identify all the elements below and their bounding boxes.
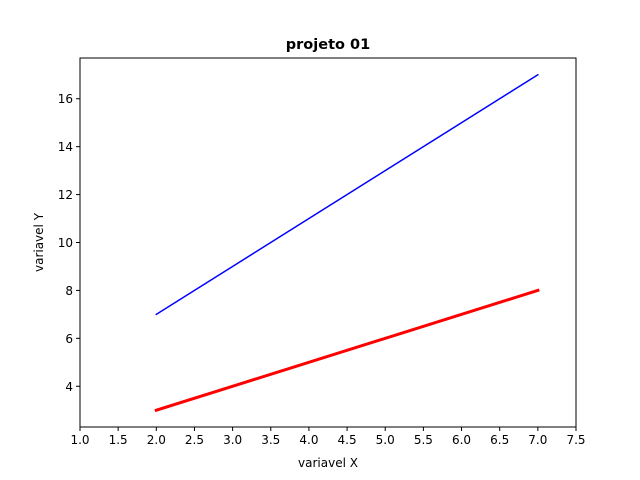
- x-tick-label: 5.0: [376, 433, 395, 447]
- series-layer: [154, 73, 540, 413]
- series-line-2: [154, 288, 540, 413]
- x-tick-label: 7.0: [528, 433, 547, 447]
- x-tick-label: 3.5: [261, 433, 280, 447]
- x-tick-label: 7.5: [566, 433, 585, 447]
- x-tick-label: 6.5: [490, 433, 509, 447]
- y-tick-label: 6: [65, 332, 73, 346]
- series-line-1: [155, 73, 539, 316]
- y-tick-label: 4: [65, 380, 73, 394]
- y-tick-label: 14: [58, 140, 73, 154]
- x-axis-ticks: 1.0 1.5 2.0 2.5 3.0 3.5 4.0 4.5 5.0 5.5 6.0 6.5 7.0 7…: [70, 427, 586, 447]
- x-tick-label: 3.0: [223, 433, 242, 447]
- y-axis-ticks: 4 6 8 10 12 14 16: [58, 92, 80, 394]
- x-axis-label: variavel X: [298, 456, 358, 470]
- x-tick-label: 5.5: [414, 433, 433, 447]
- x-tick-label: 6.0: [452, 433, 471, 447]
- y-tick-label: 8: [65, 284, 73, 298]
- y-axis-label: variavel Y: [32, 212, 46, 272]
- x-tick-label: 2.5: [185, 433, 204, 447]
- y-tick-label: 12: [58, 188, 73, 202]
- x-tick-label: 1.0: [70, 433, 89, 447]
- x-tick-label: 4.5: [338, 433, 357, 447]
- x-tick-label: 1.5: [109, 433, 128, 447]
- chart-title: projeto 01: [286, 37, 370, 53]
- x-tick-label: 4.0: [299, 433, 318, 447]
- y-tick-label: 16: [58, 92, 73, 106]
- y-tick-label: 10: [58, 236, 73, 250]
- x-tick-label: 2.0: [147, 433, 166, 447]
